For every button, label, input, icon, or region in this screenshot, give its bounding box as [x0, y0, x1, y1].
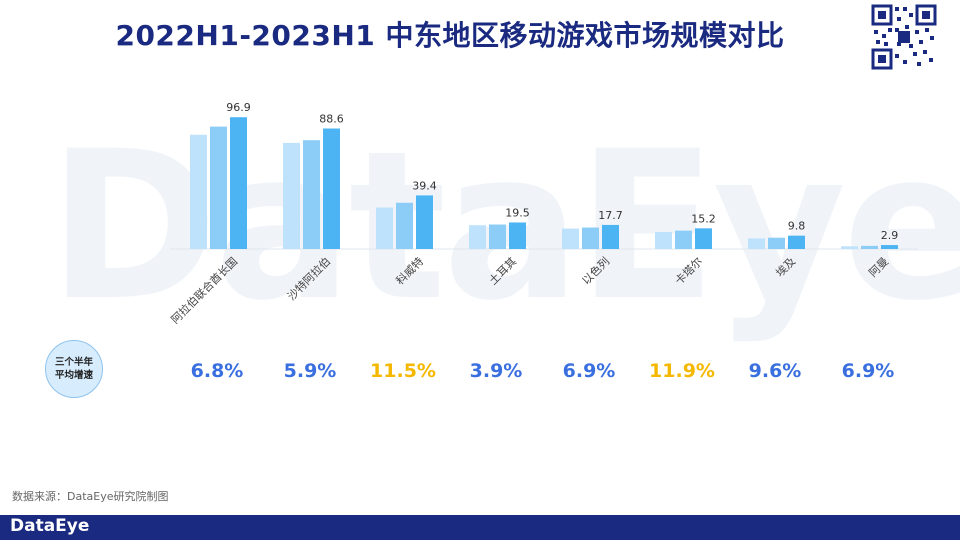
bar-6-1: [768, 237, 785, 249]
category-label-3: 土耳其: [487, 255, 520, 288]
bar-3-1: [489, 224, 506, 249]
growth-value-1: 5.9%: [283, 360, 337, 382]
bar-7-2: [881, 245, 898, 249]
category-label-4: 以色列: [579, 254, 612, 287]
bar-1-1: [303, 140, 320, 249]
bar-4-2: [602, 224, 619, 249]
bar-2-2: [416, 195, 433, 249]
data-label-5: 15.2: [691, 212, 716, 225]
growth-value-2: 11.5%: [370, 360, 436, 382]
growth-value-3: 3.9%: [469, 360, 523, 382]
bar-2-1: [396, 202, 413, 249]
category-label-group: 阿拉伯联合酋长国 沙特阿拉伯 科威特 土耳其 以色列 卡塔尔 埃及 阿曼: [168, 254, 891, 326]
data-label-0: 96.9: [226, 101, 251, 114]
bar-1-2: [323, 128, 340, 249]
bar-0-2: [230, 117, 247, 249]
bar-4-0: [562, 228, 579, 249]
growth-value-4: 6.9%: [562, 360, 616, 382]
category-label-2: 科威特: [393, 254, 426, 287]
category-label-5: 卡塔尔: [673, 255, 706, 288]
bar-0-1: [210, 126, 227, 249]
bar-7-0: [841, 246, 858, 249]
bar-5-0: [655, 232, 672, 249]
growth-label-line1: 三个半年: [54, 357, 93, 368]
data-label-4: 17.7: [598, 209, 623, 222]
growth-label-line2: 平均增速: [54, 370, 93, 381]
source-note: 数据来源：DataEye研究院制图: [12, 490, 169, 503]
category-label-7: 阿曼: [866, 255, 891, 280]
growth-value-7: 6.9%: [841, 360, 895, 382]
footer-logo: DataEye: [10, 516, 90, 536]
bar-4-1: [582, 227, 599, 249]
growth-value-0: 6.8%: [190, 360, 244, 382]
qr-code-icon: [870, 3, 938, 71]
data-label-1: 88.6: [319, 113, 344, 126]
bar-3-2: [509, 222, 526, 249]
growth-label-circle: 三个半年 平均增速: [45, 340, 103, 398]
data-label-group: 96.9 88.6 39.4 19.5 17.7 15.2 9.8 2.9: [226, 101, 898, 242]
bar-7-1: [861, 245, 878, 249]
growth-value-6: 9.6%: [748, 360, 802, 382]
category-label-1: 沙特阿拉伯: [284, 254, 333, 303]
bar-3-0: [469, 225, 486, 249]
growth-value-5: 11.9%: [649, 360, 715, 382]
category-label-6: 埃及: [773, 254, 798, 279]
data-label-7: 2.9: [881, 229, 899, 242]
bar-2-0: [376, 207, 393, 249]
bar-6-2: [788, 235, 805, 249]
bar-group: [190, 117, 898, 249]
category-label-0: 阿拉伯联合酋长国: [168, 254, 240, 326]
data-label-2: 39.4: [412, 179, 437, 192]
data-label-6: 9.8: [788, 220, 806, 233]
bar-1-0: [283, 142, 300, 249]
data-label-3: 19.5: [505, 206, 530, 219]
page-title: 2022H1-2023H1 中东地区移动游戏市场规模对比: [115, 19, 785, 52]
bar-0-0: [190, 134, 207, 249]
bar-6-0: [748, 238, 765, 249]
footer-bar: DataEye: [0, 515, 960, 540]
bar-5-2: [695, 228, 712, 249]
bar-5-1: [675, 230, 692, 249]
